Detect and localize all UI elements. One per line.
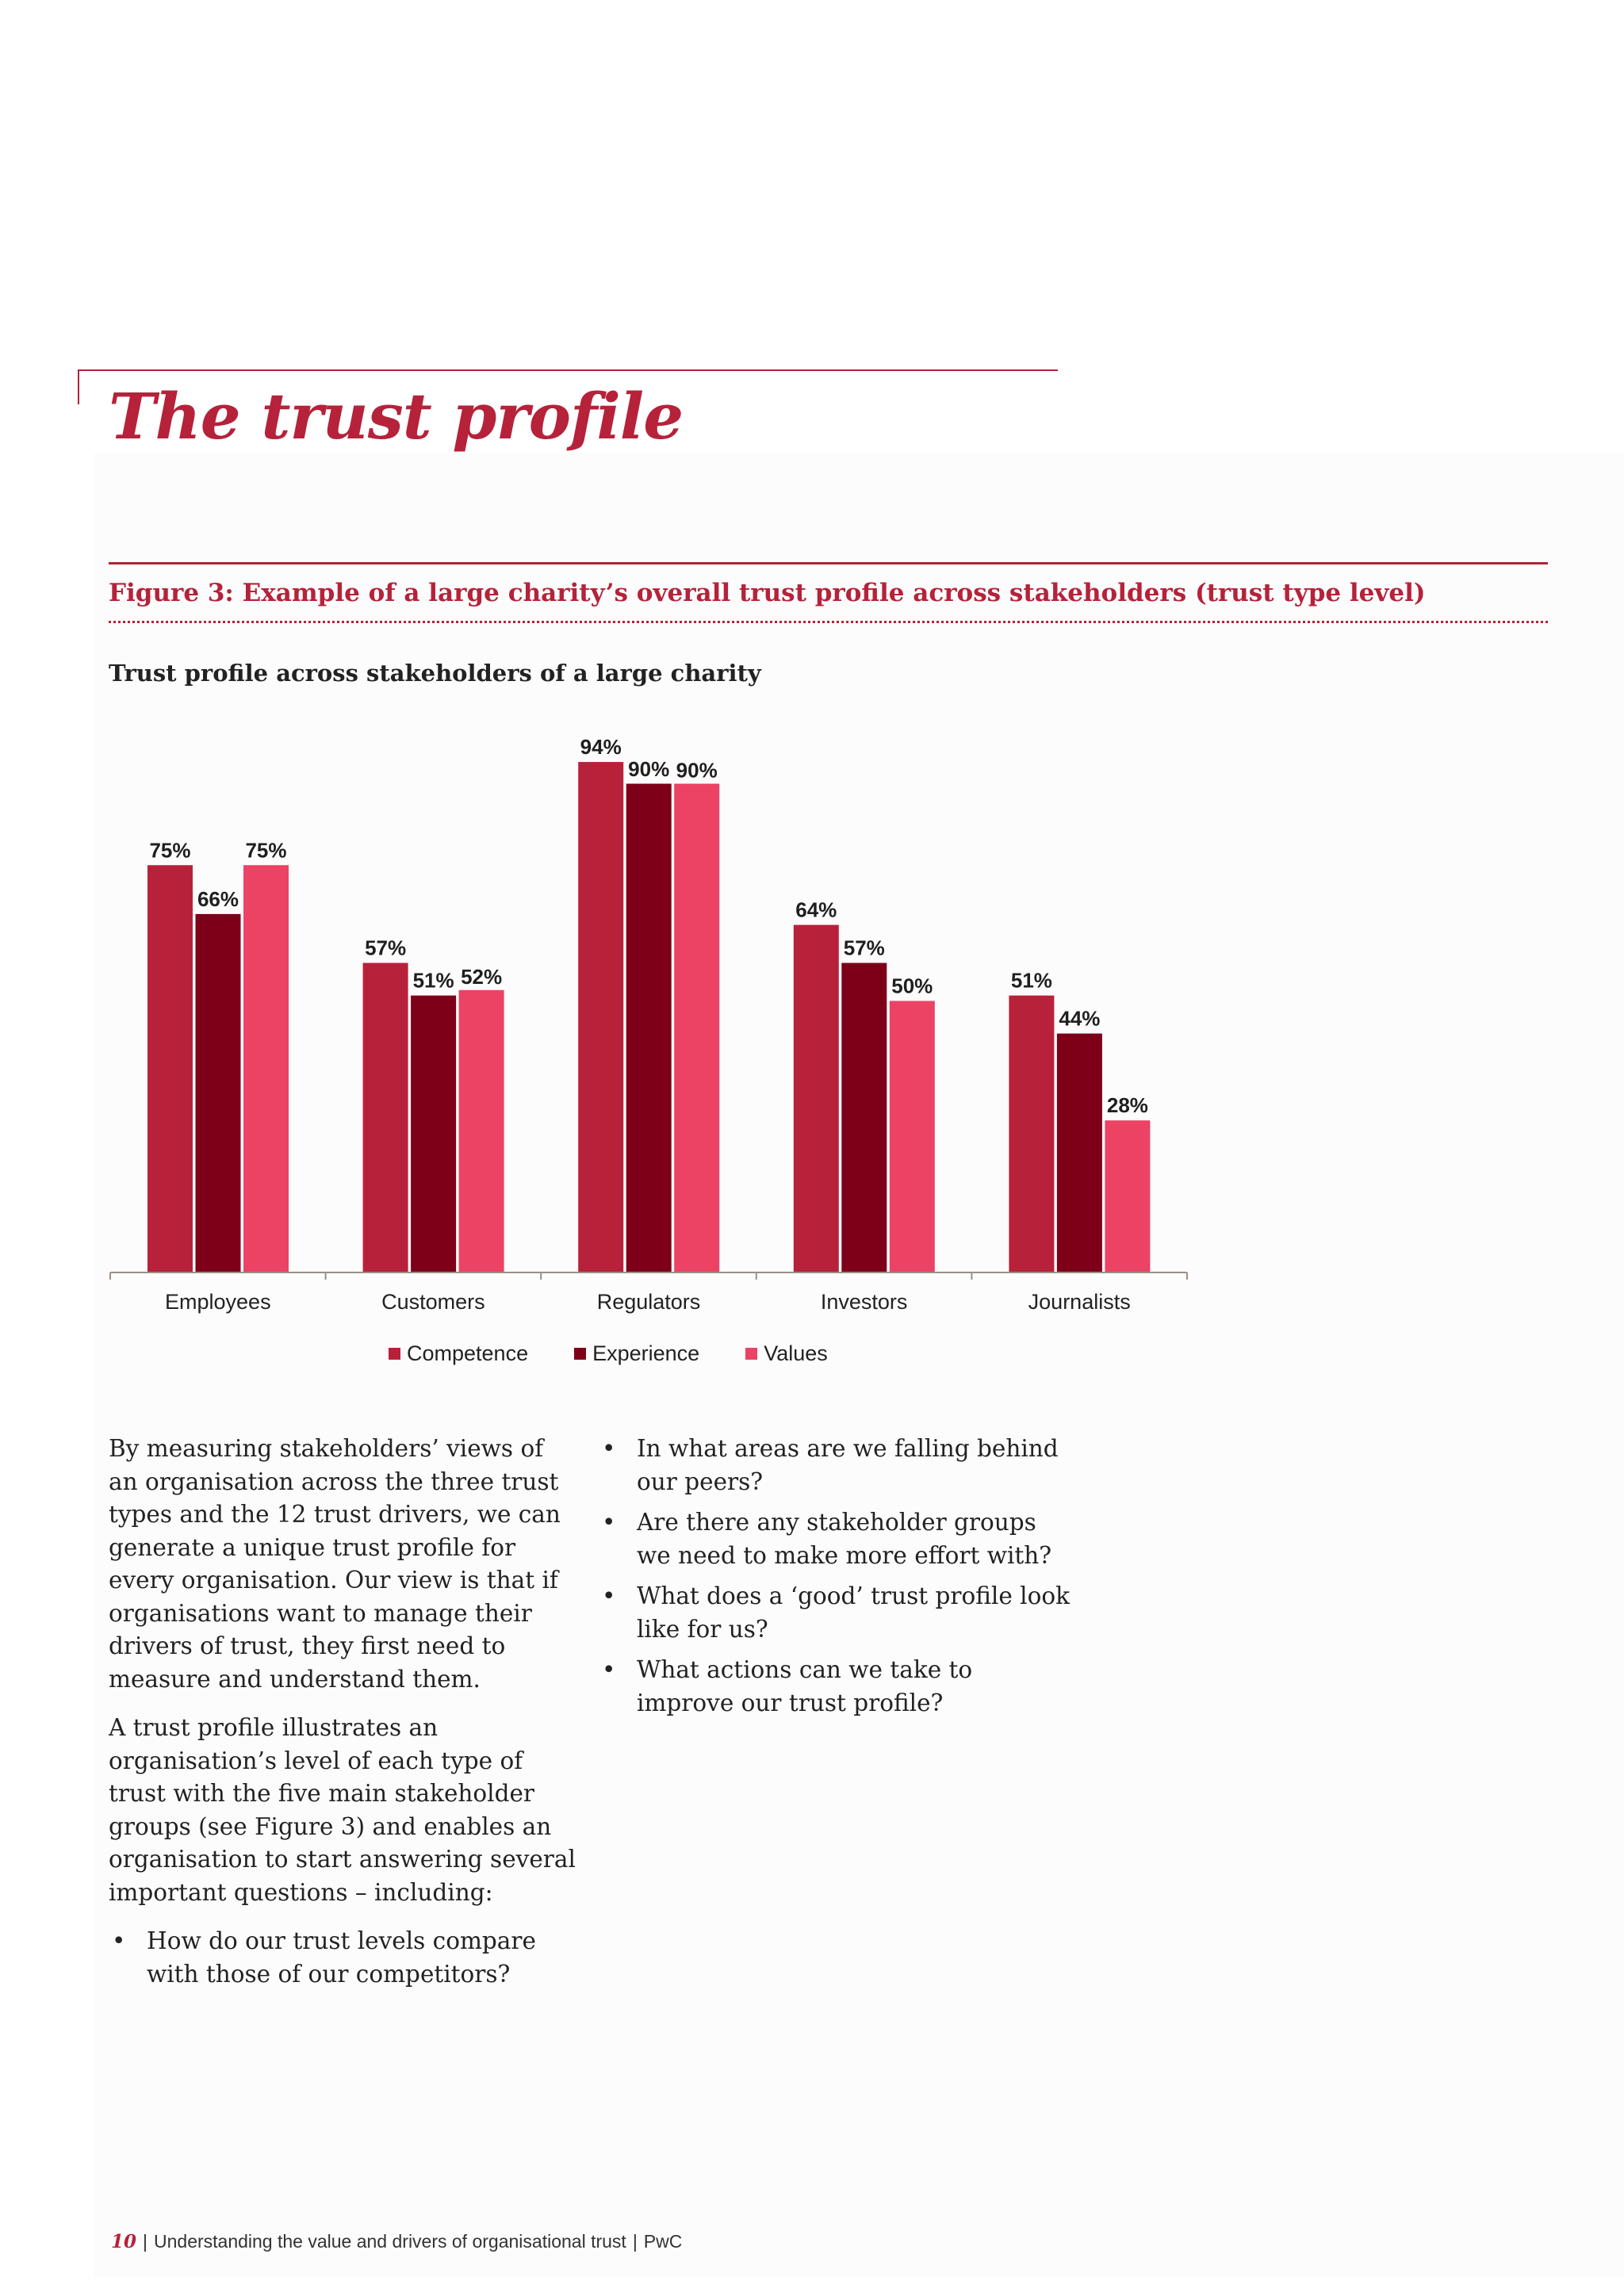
data-label: 66% [197,887,239,911]
legend-item-values: Values [745,1341,828,1366]
bar-regulators-competence [578,762,624,1272]
bar-investors-experience [841,962,887,1272]
data-label: 44% [1059,1007,1100,1031]
data-label: 50% [891,974,933,998]
body-paragraph: A trust profile illustrates an organisat… [109,1714,576,1906]
body-paragraph: By measuring stakeholders’ views of an o… [109,1435,561,1693]
question-bullet: In what areas are we falling behind our … [599,1433,1074,1498]
bar-customers-experience [411,995,457,1272]
bar-customers-competence [362,962,408,1272]
question-list-left: How do our trust levels compare with tho… [109,1925,576,1991]
data-label: 52% [461,965,502,989]
data-label: 28% [1107,1093,1148,1117]
page-footer: 10 | Understanding the value and drivers o… [111,2231,683,2252]
page-number: 10 [111,2231,137,2252]
x-tick-label: Customers [381,1290,485,1314]
data-label: 64% [795,898,837,922]
bar-journalists-values [1105,1120,1151,1272]
data-label: 51% [413,969,454,993]
page-title: The trust profile [109,379,684,453]
bar-investors-values [889,1001,935,1272]
x-tick-label: Investors [821,1290,908,1314]
title-corner-rule [78,369,79,404]
left-text-column: By measuring stakeholders’ views of an o… [109,1433,576,1999]
question-list-right: In what areas are we falling behind our … [599,1433,1074,1720]
bar-employees-competence [147,865,193,1272]
data-label: 51% [1011,969,1052,993]
figure-dotted-rule [109,621,1548,623]
data-label: 75% [245,838,286,862]
bar-journalists-competence [1009,995,1055,1272]
legend-item-competence: Competence [389,1341,528,1366]
legend-label-competence: Competence [407,1341,529,1365]
question-bullet: How do our trust levels compare with tho… [109,1925,576,1991]
bar-customers-values [458,989,504,1272]
question-bullet: What does a ‘good’ trust profile look li… [599,1580,1074,1646]
footer-brand: PwC [643,2231,683,2252]
x-tick-label: Employees [165,1290,271,1314]
bar-regulators-experience [626,783,672,1272]
footer-text: Understanding the value and drivers of o… [154,2231,626,2252]
legend-swatch-values [745,1348,758,1360]
legend-item-experience: Experience [574,1341,699,1366]
data-label: 57% [844,936,885,960]
legend-swatch-competence [389,1348,400,1360]
x-tick-label: Regulators [597,1290,701,1314]
data-label: 94% [580,735,622,759]
legend-swatch-experience [574,1348,587,1360]
data-label: 90% [676,759,718,783]
right-text-column: In what areas are we falling behind our … [599,1433,1074,1728]
bar-investors-competence [793,924,839,1272]
data-label: 57% [365,936,406,960]
bar-employees-experience [195,913,241,1272]
chart-legend: Competence Experience Values [389,1341,828,1366]
bar-employees-values [243,865,289,1272]
title-top-rule [78,369,1058,371]
chart-title: Trust profile across stakeholders of a l… [109,660,761,687]
question-bullet: What actions can we take to improve our … [599,1654,1074,1720]
bar-journalists-experience [1056,1033,1102,1272]
x-tick-label: Journalists [1028,1290,1131,1314]
question-bullet: Are there any stakeholder groups we need… [599,1506,1074,1572]
bar-regulators-values [674,783,720,1272]
legend-label-experience: Experience [592,1341,700,1365]
figure-caption: Figure 3: Example of a large charity’s o… [109,579,1426,607]
figure-top-rule [109,562,1548,564]
data-label: 90% [628,757,669,781]
legend-label-values: Values [764,1341,828,1365]
data-label: 75% [149,838,190,862]
